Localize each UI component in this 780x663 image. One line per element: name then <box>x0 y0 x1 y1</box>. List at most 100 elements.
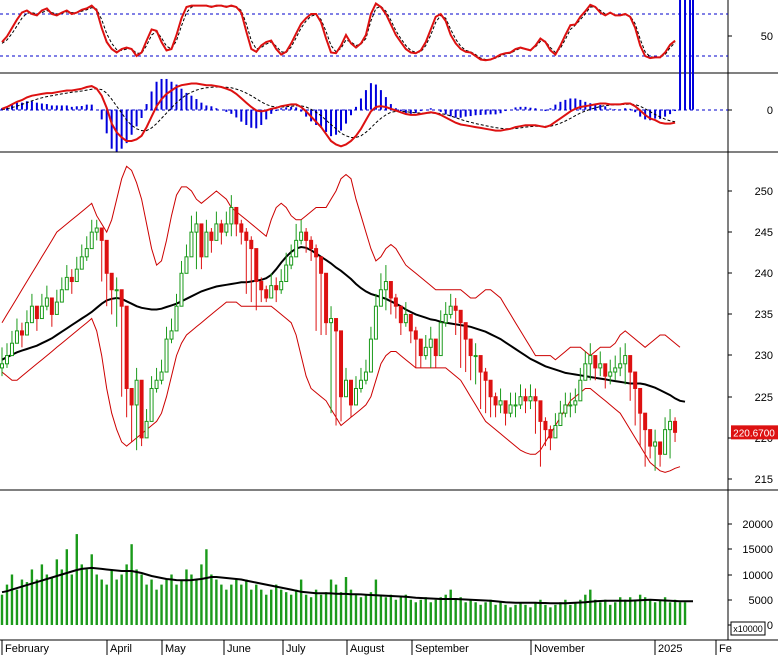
oscillator-indicator-line <box>1 2 676 62</box>
price-candle-body <box>413 330 418 340</box>
tick-label-volume: 20000 <box>742 519 773 531</box>
price-candle-body <box>448 305 453 315</box>
price-candle-body <box>603 363 608 377</box>
price-candle-body <box>593 355 598 369</box>
volume-bar <box>85 569 88 625</box>
volume-bar <box>140 574 143 625</box>
price-candle-body <box>144 420 149 439</box>
price-candle-body <box>19 330 24 336</box>
price-candle-body <box>503 400 508 414</box>
price-candle-body <box>488 379 493 398</box>
price-candle-body <box>353 387 358 406</box>
volume-bar <box>449 589 452 625</box>
price-candle-body <box>324 272 329 324</box>
volume-bar <box>399 597 403 625</box>
volume-bar <box>663 597 667 625</box>
tick-label-volume: 10000 <box>742 570 773 582</box>
price-candle-body <box>438 322 443 357</box>
volume-bar <box>235 579 238 625</box>
price-candle-body <box>154 379 159 389</box>
volume-bar <box>369 592 373 625</box>
volume-bar <box>200 564 203 625</box>
price-candle-body <box>244 231 249 241</box>
volume-bar <box>334 584 338 625</box>
tick-label-price: 245 <box>755 227 773 239</box>
month-label: September <box>415 643 469 655</box>
volume-bar <box>569 604 572 625</box>
volume-bar <box>70 574 73 625</box>
volume-bar <box>150 579 153 625</box>
price-candle-body <box>473 355 478 358</box>
price-candle-body <box>114 289 119 292</box>
volume-bar <box>643 597 647 625</box>
price-candle-body <box>463 322 468 340</box>
volume-bar <box>683 602 687 625</box>
price-candle-body <box>643 412 648 431</box>
price-candle-body <box>493 396 498 406</box>
price-candle-body <box>44 297 49 307</box>
volume-bar <box>609 604 612 625</box>
volume-bar <box>275 584 278 625</box>
price-candle-body <box>408 313 413 332</box>
price-candle-body <box>628 355 633 373</box>
volume-bar <box>289 594 293 625</box>
volume-bar <box>190 574 193 625</box>
volume-bar <box>673 599 677 625</box>
volume-bar <box>110 569 113 625</box>
volume-bar <box>230 584 233 625</box>
price-candle-body <box>468 338 473 357</box>
price-candle-body <box>124 305 129 389</box>
price-candle-body <box>194 223 199 233</box>
volume-bar <box>265 594 268 625</box>
price-candle-body <box>329 318 334 324</box>
price-candle-body <box>34 305 39 320</box>
price-candle-body <box>74 268 79 283</box>
volume-bar <box>284 592 288 625</box>
volume-bar <box>668 602 672 625</box>
tick-label-price: 240 <box>755 268 773 280</box>
volume-bar <box>255 584 258 625</box>
price-candle-body <box>373 305 378 340</box>
price-candle-body <box>523 396 528 402</box>
price-candle-body <box>508 404 513 414</box>
price-candle-body <box>209 231 214 241</box>
price-candle-body <box>159 371 164 381</box>
volume-bar <box>220 584 223 625</box>
month-label: August <box>350 643 384 655</box>
price-candle-body <box>393 297 398 307</box>
tick-label-volume: 15000 <box>742 544 773 556</box>
volume-bar <box>270 589 273 625</box>
volume-bar <box>469 599 472 625</box>
month-label: November <box>534 643 585 655</box>
volume-bar <box>479 604 482 625</box>
price-candle-body <box>49 297 54 315</box>
volume-bar <box>474 602 477 625</box>
price-candle-body <box>304 231 309 241</box>
price-candle-body <box>199 223 204 258</box>
month-label: February <box>5 643 50 655</box>
price-candle-body <box>274 285 279 291</box>
price-moving-average <box>1 245 686 403</box>
price-candle-body <box>229 206 234 225</box>
volume-bar <box>145 584 148 625</box>
volume-bar <box>638 594 642 625</box>
price-candle-body <box>139 379 144 439</box>
price-candle-body <box>423 346 428 357</box>
price-candle-body <box>4 355 9 365</box>
price-candle-body <box>59 289 64 303</box>
price-candle-body <box>219 223 224 233</box>
volume-bar <box>579 599 582 625</box>
price-candle-body <box>184 256 189 274</box>
marks-layer <box>0 0 694 625</box>
price-candle-body <box>553 425 558 439</box>
price-candle-body <box>633 371 638 389</box>
volume-bar <box>414 602 418 625</box>
volume-bar <box>653 602 657 625</box>
month-label: April <box>110 643 132 655</box>
price-candle-body <box>663 429 668 455</box>
volume-bar <box>484 602 487 625</box>
price-candle-body <box>518 396 523 406</box>
price-candle-body <box>84 248 89 258</box>
price-candle-body <box>109 272 114 291</box>
